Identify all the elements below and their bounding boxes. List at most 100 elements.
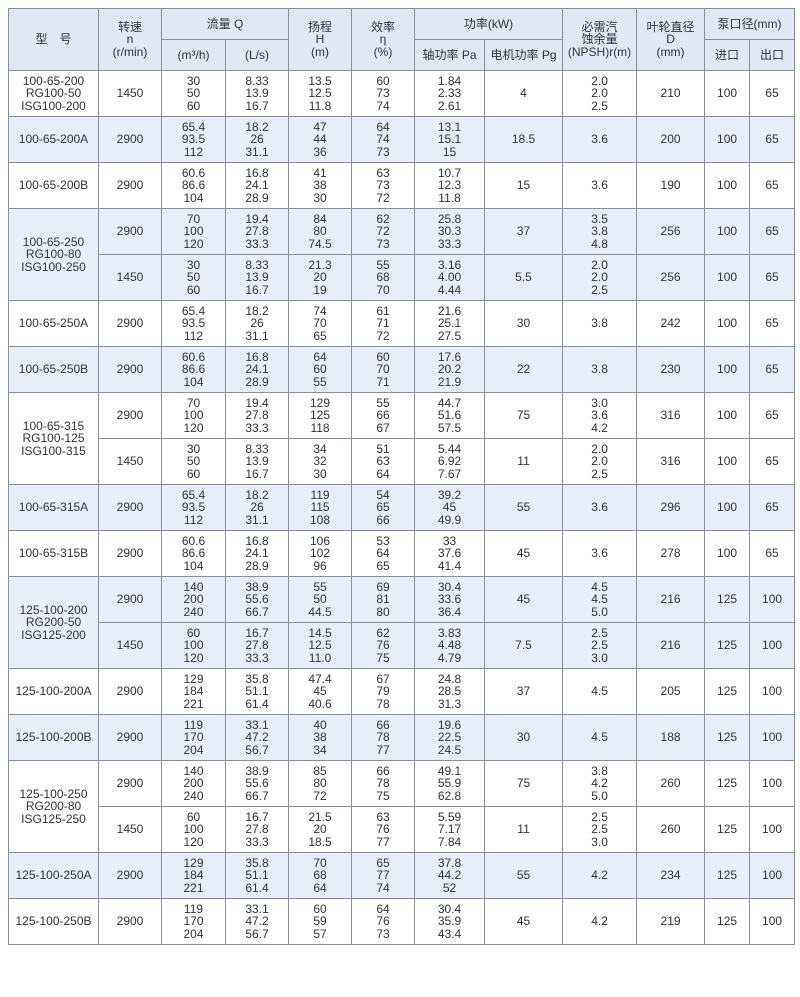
table-row: 125-100-250A 2900 129 184 221 35.8 51.1 61.4 70 6… <box>8 852 796 899</box>
table-row: 125-100-250B 2900 119 170 204 33.1 47.2 56.7 60 5… <box>8 898 796 945</box>
npsh-cell-value: 3.8 <box>591 224 608 239</box>
shaft-power-cell-value: 10.7 <box>437 165 462 180</box>
flow-m3h-cell-value: 120 <box>183 236 204 251</box>
inlet-cell: 125 <box>704 898 751 945</box>
npsh-cell-value: 3.8 <box>591 763 608 778</box>
efficiency-cell-value: 79 <box>376 684 390 699</box>
shaft-power-cell: 33 37.6 41.4 <box>414 530 486 577</box>
npsh-cell-value: 5.0 <box>591 604 608 619</box>
table-row: 125-100-200A 2900 129 184 221 35.8 51.1 61.4 47.… <box>8 668 796 715</box>
npsh-cell-value: 4.2 <box>591 914 608 929</box>
header-head: 扬程 H (m) <box>288 8 353 71</box>
flow-ls-cell-value: 19.4 <box>245 211 269 226</box>
efficiency-cell: 54 65 66 <box>351 484 416 531</box>
impeller-cell: 256 <box>636 254 706 301</box>
inlet-cell: 100 <box>704 530 751 577</box>
shaft-power-cell-value: 4.48 <box>437 638 462 653</box>
flow-ls-cell-value: 33.1 <box>245 717 269 732</box>
head-cell-value: 50 <box>313 592 327 607</box>
efficiency-cell: 51 63 64 <box>351 438 416 485</box>
flow-m3h-cell-value: 204 <box>183 926 204 941</box>
flow-m3h-cell-value: 170 <box>183 914 204 929</box>
npsh-cell-value: 2.0 <box>591 270 608 285</box>
flow-ls-cell: 16.8 24.1 28.9 <box>224 346 290 393</box>
flow-m3h-cell-value: 30 <box>186 257 201 272</box>
efficiency-cell: 63 73 72 <box>351 162 416 209</box>
outlet-cell: 65 <box>749 392 796 439</box>
shaft-power-cell: 1.84 2.33 2.61 <box>414 70 486 117</box>
flow-ls-cell-value: 28.9 <box>245 190 269 205</box>
flow-ls-cell: 16.7 27.8 33.3 <box>224 622 290 669</box>
inlet-cell: 125 <box>704 622 751 669</box>
flow-ls-cell-value: 16.7 <box>245 98 269 113</box>
table-row: 125-100-250 RG200-80 ISG125-250 2900 140 200 2… <box>8 760 796 853</box>
flow-m3h-cell: 65.4 93.5 112 <box>161 484 226 531</box>
npsh-cell: 4.2 <box>562 898 638 945</box>
flow-m3h-cell-value: 93.5 <box>181 316 206 331</box>
flow-m3h-cell-value: 60 <box>186 466 201 481</box>
shaft-power-cell-value: 30.3 <box>437 224 462 239</box>
flow-m3h-cell-value: 86.6 <box>181 362 206 377</box>
header-speed: 转速 n (r/min) <box>98 8 162 71</box>
model-cell: 100-65-200 RG100-50 ISG100-200 <box>8 70 99 117</box>
shaft-power-cell: 5.59 7.17 7.84 <box>414 806 486 853</box>
shaft-power-cell: 44.7 51.6 57.5 <box>414 392 486 439</box>
efficiency-cell: 61 71 72 <box>351 300 416 347</box>
shaft-power-cell-value: 39.2 <box>437 487 462 502</box>
efficiency-cell-value: 63 <box>376 809 390 824</box>
outlet-cell: 100 <box>749 622 796 669</box>
npsh-cell: 3.6 <box>562 116 638 163</box>
flow-m3h-cell: 30 50 60 <box>161 254 226 301</box>
shaft-power-cell-value: 30.4 <box>437 901 462 916</box>
efficiency-cell-value: 66 <box>376 408 390 423</box>
flow-ls-cell-value: 33.3 <box>245 420 269 435</box>
flow-ls-cell-value: 35.8 <box>245 671 269 686</box>
npsh-cell-value: 3.6 <box>591 178 608 193</box>
motor-power-cell: 22 <box>484 346 564 393</box>
inlet-cell: 100 <box>704 392 751 439</box>
motor-power-cell: 45 <box>484 898 564 945</box>
flow-m3h-cell-value: 100 <box>183 822 204 837</box>
model-cell-value: RG100-80 <box>25 247 82 262</box>
table-row: 100-65-200 RG100-50 ISG100-200 1450 30 50 60 8.… <box>8 70 796 117</box>
flow-ls-cell-value: 27.8 <box>245 638 269 653</box>
head-cell-value: 34 <box>313 441 327 456</box>
outlet-cell: 65 <box>749 346 796 393</box>
impeller-cell: 216 <box>636 576 706 623</box>
flow-ls-cell-value: 56.7 <box>245 926 269 941</box>
flow-m3h-cell: 119 170 204 <box>161 714 226 761</box>
efficiency-cell-value: 70 <box>376 282 390 297</box>
flow-ls-cell: 8.33 13.9 16.7 <box>224 70 290 117</box>
flow-m3h-cell-value: 240 <box>183 604 204 619</box>
npsh-cell-value: 3.5 <box>591 211 608 226</box>
efficiency-cell-value: 73 <box>376 236 390 251</box>
efficiency-cell-value: 67 <box>376 671 390 686</box>
flow-ls-cell-value: 61.4 <box>245 880 269 895</box>
npsh-cell-value: 2.0 <box>591 257 608 272</box>
speed-cell: 1450 <box>98 622 162 669</box>
flow-m3h-cell-value: 119 <box>183 901 204 916</box>
efficiency-cell-value: 77 <box>376 868 390 883</box>
model-cell-value: 100-65-200B <box>18 178 89 193</box>
shaft-power-cell-value: 12.3 <box>437 178 462 193</box>
flow-ls-cell-value: 24.1 <box>245 178 269 193</box>
npsh-cell: 2.0 2.0 2.5 <box>562 70 638 117</box>
head-cell-value: 68 <box>313 868 327 883</box>
table-row: 1450 60 100 120 16.7 27.8 33.3 14.5 12.5 11.0 62 76… <box>9 622 796 669</box>
efficiency-cell-value: 66 <box>376 512 390 527</box>
inlet-cell: 125 <box>704 806 751 853</box>
head-cell-value: 20 <box>313 270 327 285</box>
head-cell-value: 38 <box>313 178 327 193</box>
shaft-power-cell-value: 33 <box>442 533 457 548</box>
head-cell-value: 64 <box>313 880 327 895</box>
efficiency-cell-value: 53 <box>376 533 390 548</box>
impeller-cell: 216 <box>636 622 706 669</box>
head-cell-value: 102 <box>310 546 331 561</box>
table-row: 100-65-250 RG100-80 ISG100-250 2900 70 100 120… <box>8 208 796 301</box>
model-cell: 100-65-250 RG100-80 ISG100-250 <box>8 208 99 301</box>
pump-performance-table: 型 号 转速 n (r/min) 流量 Q 扬程 H (m) 效率 η (%) 功率(kW)… <box>8 8 796 945</box>
motor-power-cell: 75 <box>484 760 564 807</box>
head-cell-value: 32 <box>313 454 327 469</box>
flow-ls-cell-value: 26 <box>250 500 264 515</box>
npsh-cell: 4.5 <box>562 668 638 715</box>
